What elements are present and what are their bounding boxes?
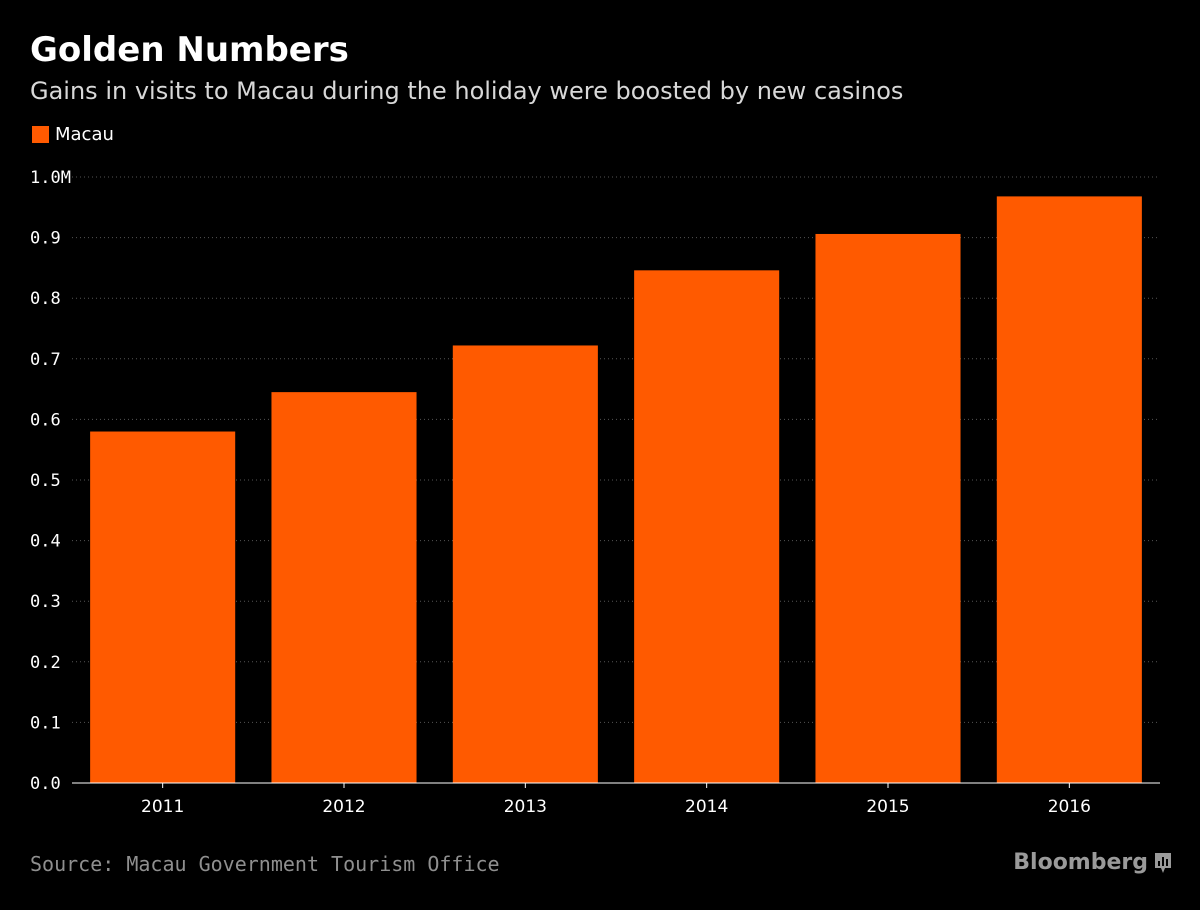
y-tick-label: 0.4: [30, 532, 61, 552]
source-note: Source: Macau Government Tourism Office: [30, 852, 500, 876]
y-tick-label: 0.8: [30, 289, 61, 309]
brand-name: Bloomberg: [1013, 850, 1148, 875]
bar-2015: [815, 233, 961, 784]
y-tick-label: 0.1: [30, 713, 61, 733]
y-tick-label: 0.0: [30, 774, 61, 794]
y-tick-label: 0.6: [30, 410, 61, 430]
y-tick-label: 0.5: [30, 471, 61, 491]
bar-2013: [452, 345, 598, 783]
bar-2014: [634, 270, 780, 784]
legend: Macau: [32, 124, 114, 145]
y-tick-label: 0.3: [30, 592, 61, 612]
legend-swatch-macau: [32, 126, 49, 143]
bar-2011: [90, 431, 236, 783]
y-tick-label: 0.9: [30, 229, 61, 249]
bar-2012: [271, 392, 417, 783]
x-tick-label: 2015: [866, 797, 909, 817]
x-tick-label: 2013: [504, 797, 547, 817]
chart-subtitle: Gains in visits to Macau during the holi…: [30, 77, 904, 105]
legend-label-macau: Macau: [55, 124, 114, 145]
bar-2016: [996, 196, 1142, 784]
y-tick-label: 1.0M: [30, 168, 71, 188]
x-tick-label: 2016: [1048, 797, 1091, 817]
y-tick-label: 0.7: [30, 350, 61, 370]
bloomberg-chart-icon: [1155, 852, 1171, 873]
chart-title: Golden Numbers: [30, 30, 349, 70]
x-tick-label: 2011: [141, 797, 184, 817]
x-tick-label: 2012: [322, 797, 365, 817]
brand-logo: Bloomberg: [1013, 850, 1172, 875]
y-tick-label: 0.2: [30, 653, 61, 673]
x-tick-label: 2014: [685, 797, 728, 817]
